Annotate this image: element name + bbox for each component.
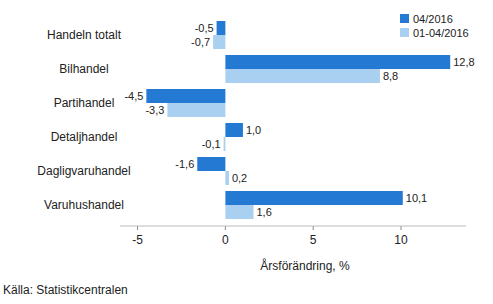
x-axis-line xyxy=(120,226,466,227)
bar xyxy=(225,191,402,205)
tick-label: 5 xyxy=(310,233,317,247)
data-label: -1,6 xyxy=(175,158,194,170)
chart: -5 0 5 10 Handeln totalt -0,5 -0,7 Bilhandel 12,… xyxy=(0,0,493,304)
tick-label: -5 xyxy=(132,233,143,247)
data-label: 8,8 xyxy=(383,70,398,82)
bar xyxy=(146,89,225,103)
data-label: -4,5 xyxy=(124,90,143,102)
category-label: Varuhushandel xyxy=(44,198,124,212)
tick-mark xyxy=(137,226,138,230)
data-label: 10,1 xyxy=(406,192,427,204)
tick-mark xyxy=(401,226,402,230)
data-label: -0,1 xyxy=(202,138,221,150)
bar xyxy=(225,205,253,219)
bar xyxy=(217,21,226,35)
data-label: 0,2 xyxy=(232,172,247,184)
data-label: -0,5 xyxy=(195,22,214,34)
bar xyxy=(213,35,225,49)
tick-mark xyxy=(225,226,226,230)
category-label: Bilhandel xyxy=(59,62,108,76)
category-label: Handeln totalt xyxy=(47,28,122,42)
category-label: Detaljhandel xyxy=(51,130,118,144)
bar xyxy=(167,103,225,117)
bar xyxy=(225,55,450,69)
bar xyxy=(224,137,226,151)
x-axis-title: Årsförändring, % xyxy=(260,258,350,273)
data-label: 1,0 xyxy=(246,124,261,136)
data-label: -3,3 xyxy=(145,104,164,116)
bar xyxy=(197,157,225,171)
legend-label: 04/2016 xyxy=(413,13,453,25)
bar xyxy=(225,69,380,83)
tick-label: 0 xyxy=(222,233,229,247)
tick-mark xyxy=(313,226,314,230)
legend-label: 01-04/2016 xyxy=(413,27,469,39)
data-label: 12,8 xyxy=(453,56,474,68)
data-label: 1,6 xyxy=(256,206,271,218)
tick-label: 10 xyxy=(394,233,408,247)
chart-svg: -5 0 5 10 Handeln totalt -0,5 -0,7 Bilhandel 12,… xyxy=(0,0,493,304)
bars xyxy=(146,21,450,219)
category-label: Dagligvaruhandel xyxy=(37,164,130,178)
category-label: Partihandel xyxy=(54,96,115,110)
source: Källa: Statistikcentralen xyxy=(3,283,128,297)
legend-swatch xyxy=(400,14,409,23)
bar xyxy=(225,123,243,137)
legend-swatch xyxy=(400,28,409,37)
bar xyxy=(225,171,229,185)
data-label: -0,7 xyxy=(191,36,210,48)
